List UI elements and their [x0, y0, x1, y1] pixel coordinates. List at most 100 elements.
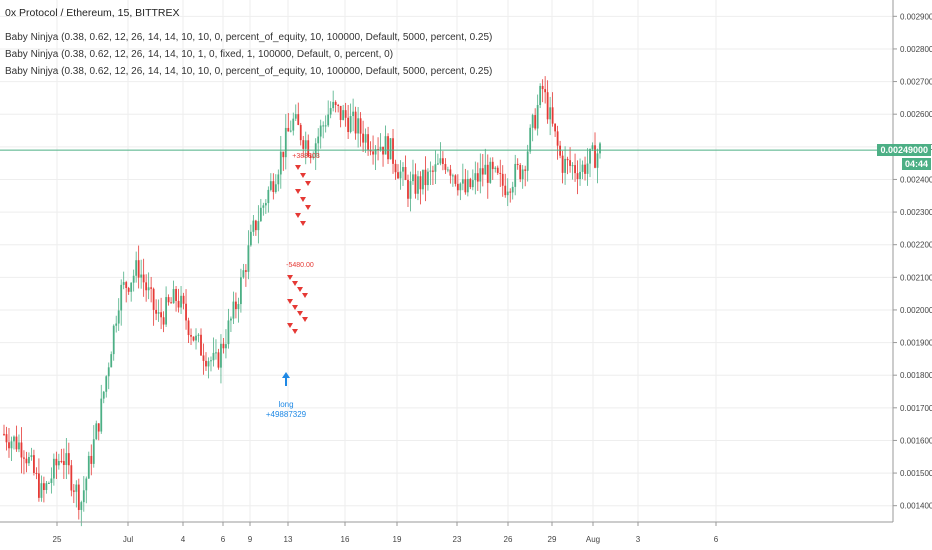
short-arrow-icon [295, 165, 301, 170]
y-tick-label: 0.00180000 [900, 371, 932, 380]
candle-body [362, 133, 364, 143]
candle-body [357, 118, 360, 134]
x-tick-label: Jul [123, 535, 133, 544]
candle-body [394, 163, 397, 173]
candle-body [596, 153, 599, 168]
y-tick-label: 0.00160000 [900, 436, 932, 445]
candle-body [446, 169, 449, 171]
candle-body [10, 441, 13, 449]
candle-body [60, 460, 63, 462]
candle-body [215, 352, 217, 354]
candle-body [531, 115, 534, 128]
candle-body [217, 352, 220, 368]
candle-body [202, 355, 205, 361]
candle-body [451, 175, 454, 177]
candle-body [190, 335, 192, 337]
candle-body [479, 168, 482, 182]
candle-body [566, 158, 569, 161]
candle-body [175, 289, 177, 301]
candle-body [77, 484, 80, 510]
candle-body [579, 171, 581, 180]
candle-body [227, 320, 230, 345]
candle-body [546, 92, 549, 120]
legend-item-1[interactable]: Baby Ninjya (0.38, 0.62, 12, 26, 14, 14,… [5, 32, 493, 43]
candle-body [122, 282, 125, 285]
candle-body [97, 423, 100, 432]
candle-body [524, 169, 527, 171]
y-tick-label: 0.00220000 [900, 241, 932, 250]
candle-body [240, 277, 242, 305]
candle-body [147, 287, 150, 291]
candle-body [419, 176, 422, 190]
candle-body [397, 172, 399, 179]
candle-body [586, 163, 589, 174]
candle-body [474, 173, 477, 181]
strategy-legend: Baby Ninjya (0.38, 0.62, 12, 26, 14, 14,… [5, 29, 492, 80]
candle-body [332, 101, 335, 109]
candle-body [167, 297, 170, 303]
candle-body [317, 136, 320, 144]
candle-body [45, 483, 48, 491]
short-arrow-icon [300, 197, 306, 202]
candle-body [135, 260, 138, 276]
candle-body [28, 457, 30, 464]
candle-body [481, 168, 484, 175]
candle-body [232, 301, 235, 319]
candle-body [62, 461, 65, 466]
candle-body [471, 180, 474, 188]
y-tick-label: 0.00230000 [900, 208, 932, 217]
candle-body [200, 334, 202, 356]
short-arrow-icon [287, 275, 293, 280]
candle-body [277, 174, 280, 185]
candle-body [152, 288, 155, 310]
price-axis[interactable]: 0.00290000 0.00280000 0.00270000 0.00260000… [892, 0, 932, 522]
candle-body [235, 301, 237, 310]
candle-body [337, 104, 340, 106]
symbol-title[interactable]: 0x Protocol / Ethereum, 15, BITTREX [5, 7, 180, 19]
y-tick-label: 0.00290000 [900, 12, 932, 21]
candle-body [230, 318, 232, 321]
legend-item-2[interactable]: Baby Ninjya (0.38, 0.62, 12, 26, 14, 14,… [5, 49, 394, 60]
y-tick-label: 0.00200000 [900, 306, 932, 315]
long-signal-label: long [278, 400, 293, 409]
candle-body [150, 287, 153, 289]
long-arrow-icon [282, 372, 290, 386]
candle-body [384, 136, 387, 155]
candle-body [576, 173, 579, 180]
candle-body [257, 221, 260, 231]
candle-body [20, 442, 23, 458]
candle-body [574, 165, 576, 174]
candle-body [242, 270, 245, 278]
time-axis[interactable]: 25 Jul 4 6 9 13 16 19 23 26 29 Aug 3 6 [0, 521, 893, 544]
candle-body [424, 169, 427, 186]
candle-body [382, 146, 384, 155]
candle-body [155, 309, 158, 314]
candle-body [192, 336, 195, 341]
legend-item-3[interactable]: Baby Ninjya (0.38, 0.62, 12, 26, 14, 14,… [5, 66, 493, 77]
y-tick-label: 0.00210000 [900, 273, 932, 282]
candle-body [185, 303, 187, 321]
candle-body [476, 173, 479, 182]
candle-body [372, 151, 374, 155]
candle-body [87, 455, 90, 479]
candle-body [441, 158, 444, 165]
candle-body [8, 442, 10, 449]
x-tick-label: 23 [453, 535, 462, 544]
candle-body [414, 174, 417, 194]
countdown-tag: 04:44 [901, 158, 931, 171]
candle-body [427, 171, 429, 186]
y-tick-label: 0.00170000 [900, 404, 932, 413]
candle-body [80, 502, 83, 510]
candle-body [407, 179, 409, 199]
candle-body [526, 151, 529, 171]
candle-body [352, 111, 355, 117]
short-arrow-icon [305, 205, 311, 210]
candle-body [205, 360, 207, 367]
x-tick-label: 29 [548, 535, 557, 544]
candle-body [42, 483, 45, 491]
candle-body [222, 343, 225, 349]
candle-body [195, 335, 197, 341]
candle-body [461, 179, 464, 184]
candle-body [559, 145, 562, 156]
